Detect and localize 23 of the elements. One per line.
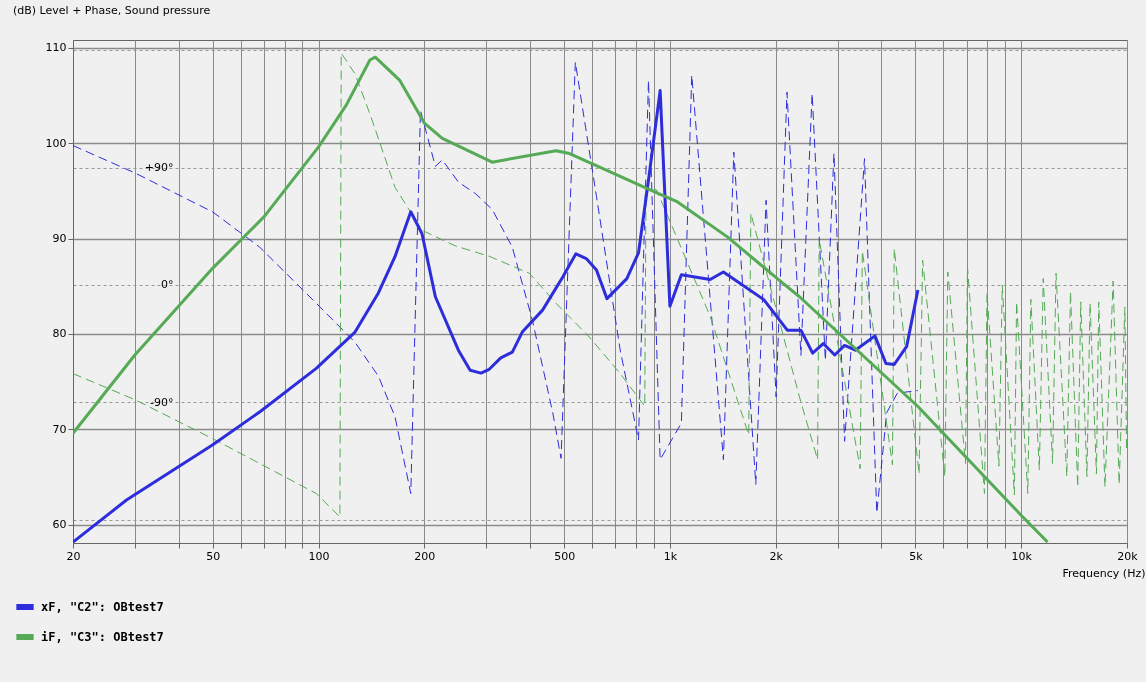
- legend-label: iF, "C3": OBtest7: [41, 630, 164, 644]
- legend-label: xF, "C2": OBtest7: [41, 600, 164, 614]
- x-tick-label: 20: [66, 549, 81, 563]
- x-tick-label: 5k: [909, 549, 924, 563]
- chart-title: (dB) Level + Phase, Sound pressure: [13, 4, 211, 17]
- x-tick-label: 2k: [769, 549, 784, 563]
- x-tick-label: 20k: [1117, 549, 1139, 563]
- x-axis-title: Frequency (Hz): [1062, 566, 1146, 580]
- x-tick-label: 50: [206, 549, 221, 563]
- y-tick-label: 70: [52, 422, 67, 436]
- x-tick-label: 200: [414, 549, 436, 563]
- y-tick-label: 60: [52, 518, 67, 532]
- x-tick-label: 1k: [663, 549, 678, 563]
- y-tick-label: 80: [52, 327, 67, 341]
- x-tick-label: 10k: [1011, 549, 1033, 563]
- y-tick-label: 110: [45, 41, 67, 55]
- y-tick-label: 90: [52, 232, 67, 246]
- y2-tick-label: 0°: [161, 278, 174, 292]
- x-tick-label: 500: [554, 549, 576, 563]
- x-tick-label: 100: [308, 549, 330, 563]
- y-tick-label: 100: [45, 136, 67, 150]
- y2-tick-label: -90°: [150, 395, 174, 409]
- y2-tick-label: +90°: [144, 161, 174, 175]
